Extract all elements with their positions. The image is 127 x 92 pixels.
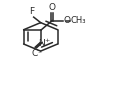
Text: O: O	[49, 3, 56, 12]
Text: C: C	[32, 49, 38, 58]
Text: ⁻: ⁻	[38, 49, 42, 58]
Text: N: N	[38, 39, 45, 48]
Text: F: F	[29, 7, 34, 16]
Text: +: +	[44, 38, 49, 44]
Text: CH₃: CH₃	[70, 16, 86, 25]
Text: O: O	[64, 16, 71, 25]
